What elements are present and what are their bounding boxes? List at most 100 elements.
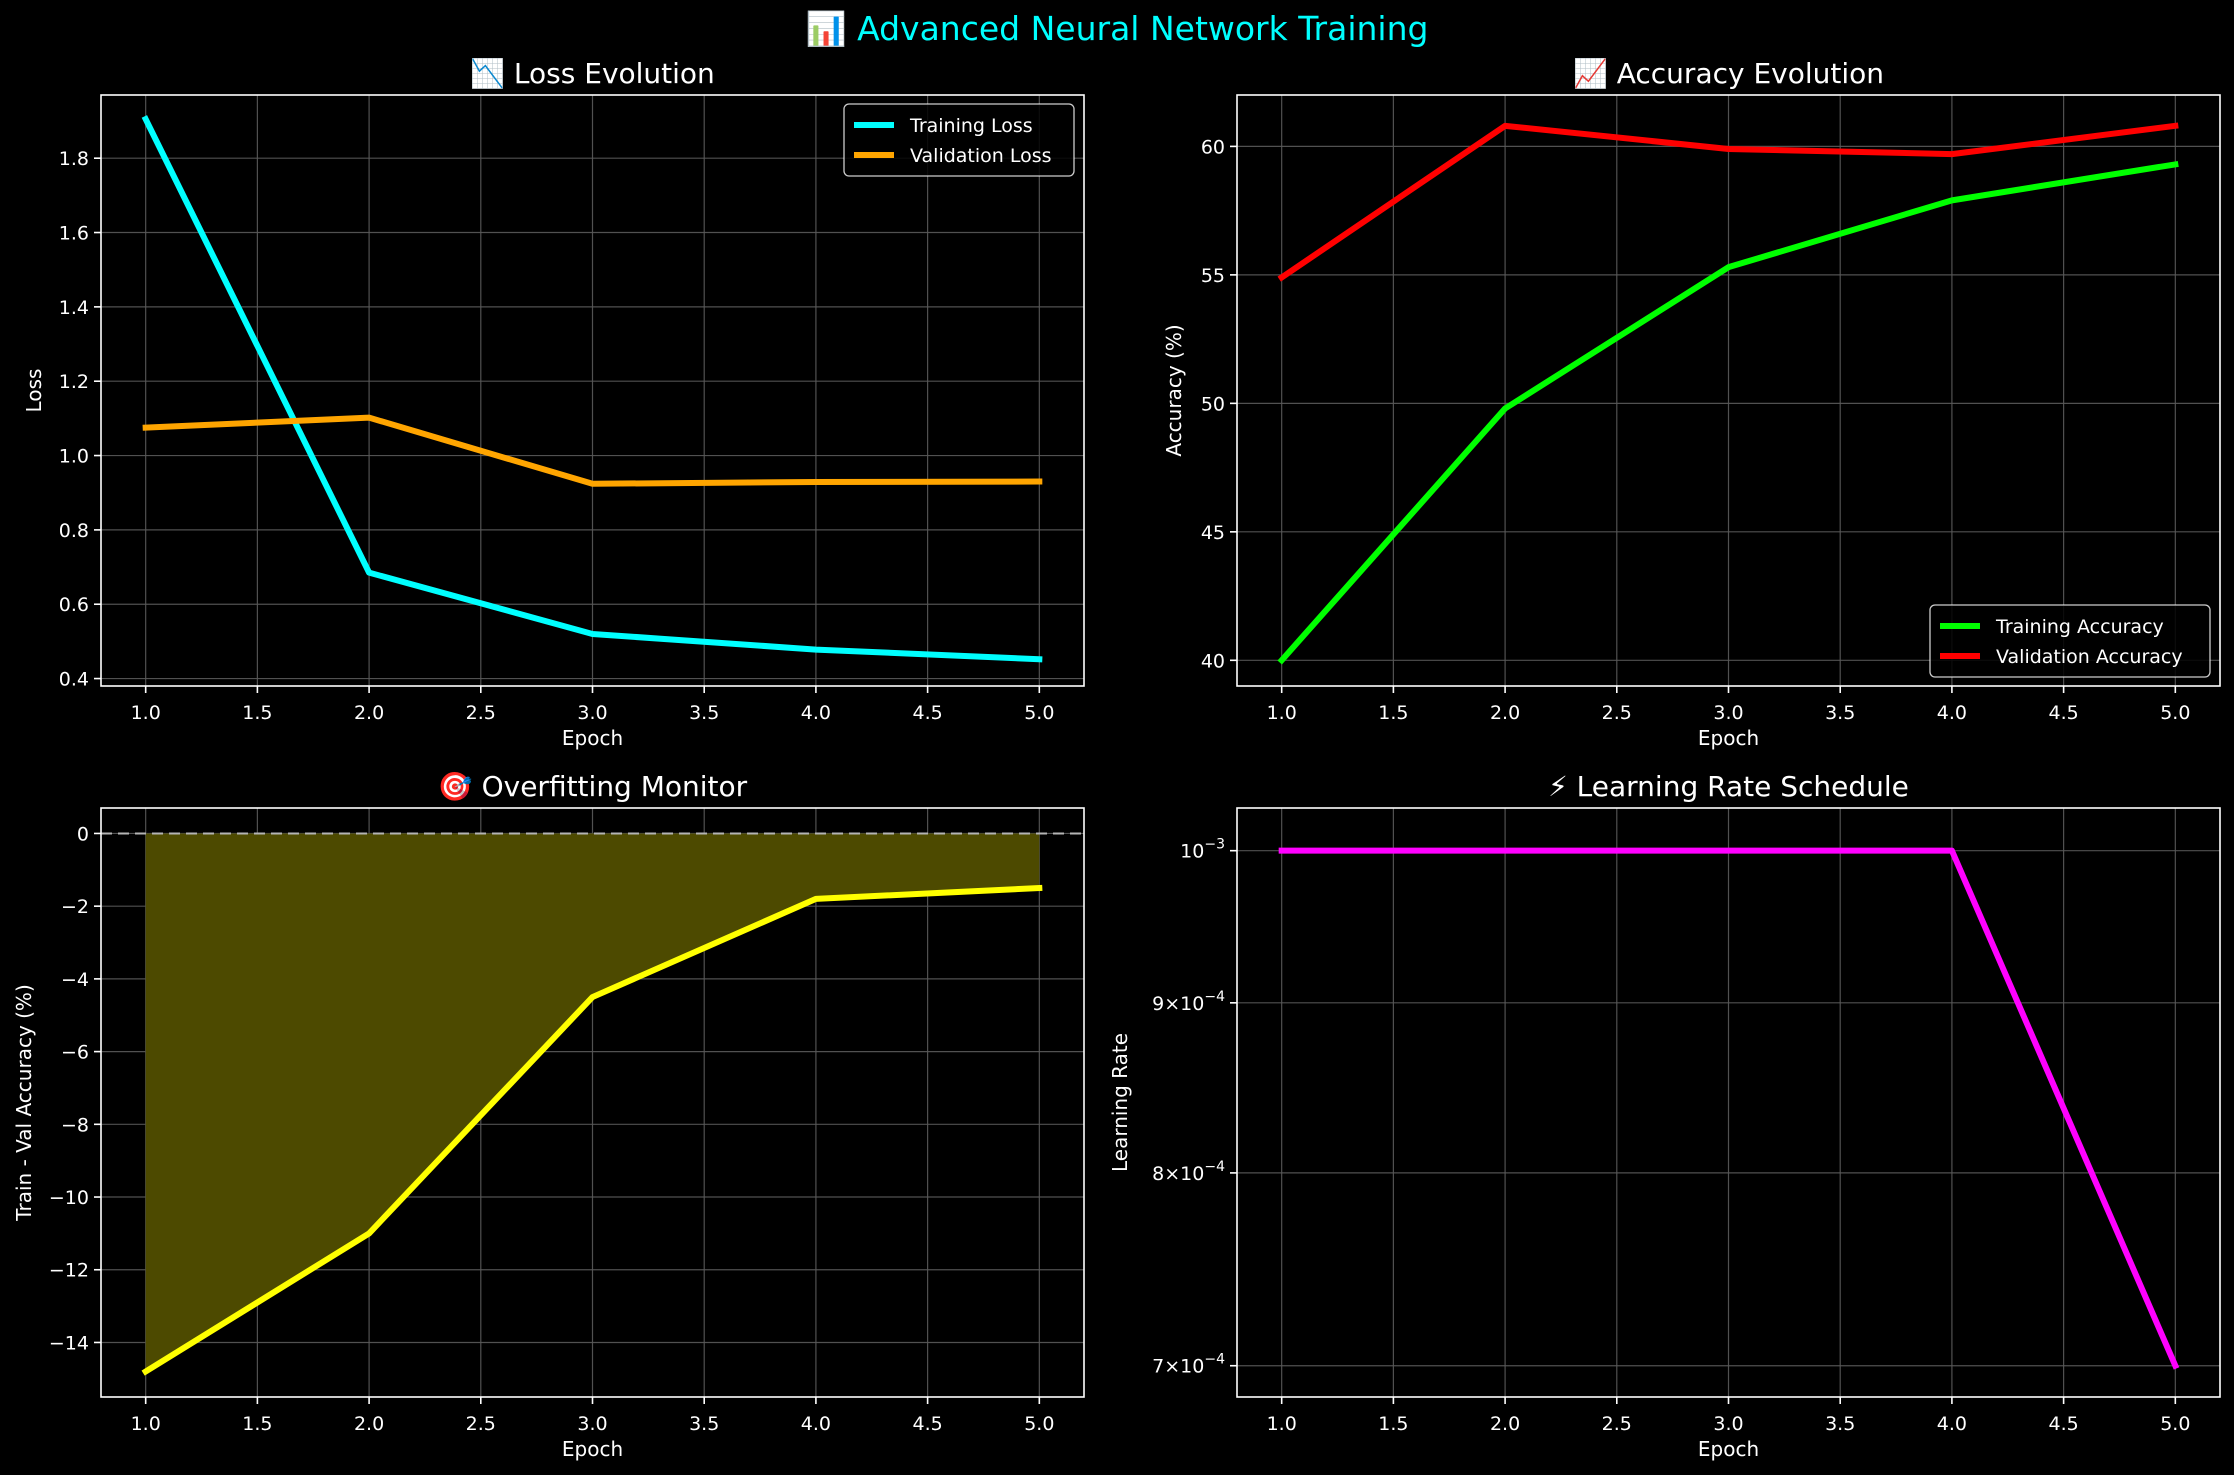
subplot-lr: 1.0 1.5 2.0 2.5 3.0 3.5 4.0 4.5 5.0 10−3 9×10−4 8×1…: [1108, 770, 2221, 1461]
x-axis-label: Epoch: [1698, 726, 1759, 750]
x-tick-label: 1.5: [1378, 702, 1408, 724]
x-tick-label: 5.0: [2160, 702, 2190, 724]
y-tick-label: 9×10−4: [1152, 989, 1225, 1015]
y-tick-label: −2: [61, 896, 89, 918]
subplot-title: 📈 Accuracy Evolution: [1573, 57, 1884, 90]
y-tick-label: −6: [61, 1042, 89, 1064]
x-tick-label: 4.0: [801, 702, 831, 724]
y-tick-label: 45: [1201, 522, 1225, 544]
y-axis: 40 45 50 55 60: [1201, 136, 1237, 672]
x-tick-label: 4.5: [913, 702, 943, 724]
x-tick-label: 4.0: [1937, 1413, 1967, 1435]
y-axis-label: Train - Val Accuracy (%): [12, 984, 36, 1222]
y-tick-label: 1.8: [59, 148, 89, 170]
subplot-title: ⚡ Learning Rate Schedule: [1548, 770, 1909, 803]
legend-box: [843, 103, 1075, 177]
legend: Training Accuracy Validation Accuracy: [1929, 604, 2211, 678]
series-line-0: [1277, 160, 2179, 665]
subplot-accuracy: 1.0 1.5 2.0 2.5 3.0 3.5 4.0 4.5 5.0 40 45 50 55 60 📈 A…: [1162, 57, 2221, 750]
x-axis-label: Epoch: [562, 726, 623, 750]
series-line-1: [1277, 122, 2179, 282]
x-tick-label: 4.5: [913, 1413, 943, 1435]
legend-label-1: Validation Accuracy: [1996, 646, 2183, 668]
x-tick-label: 3.0: [577, 702, 607, 724]
subplot-title: 🎯 Overfitting Monitor: [438, 770, 748, 803]
legend-label-0: Training Loss: [909, 115, 1033, 137]
y-tick-label: 1.4: [59, 297, 89, 319]
x-tick-label: 3.0: [1713, 702, 1743, 724]
x-tick-label: 3.0: [577, 1413, 607, 1435]
x-tick-label: 5.0: [1024, 702, 1054, 724]
x-axis: 1.0 1.5 2.0 2.5 3.0 3.5 4.0 4.5 5.0: [131, 1397, 1054, 1435]
y-tick-label: −10: [49, 1187, 89, 1209]
x-axis: 1.0 1.5 2.0 2.5 3.0 3.5 4.0 4.5 5.0: [131, 686, 1054, 724]
x-tick-label: 1.5: [242, 702, 272, 724]
subplot-loss: 1.0 1.5 2.0 2.5 3.0 3.5 4.0 4.5 5.00.40.60.81.01…: [22, 57, 1085, 750]
x-tick-label: 2.0: [1490, 702, 1520, 724]
y-tick-label: −12: [49, 1260, 89, 1282]
y-tick-label: 40: [1201, 650, 1225, 672]
y-axis: −14 −12 −10 −8 −6 −4 −2 0: [49, 823, 101, 1354]
y-tick-label: 60: [1201, 136, 1225, 158]
figure-suptitle: 📊 Advanced Neural Network Training: [806, 9, 1429, 48]
x-tick-label: 2.5: [466, 702, 496, 724]
y-tick-label: 1.2: [59, 371, 89, 393]
y-tick-label: 55: [1201, 265, 1225, 287]
y-tick-label: 1.6: [59, 223, 89, 245]
x-tick-label: 2.5: [466, 1413, 496, 1435]
x-tick-label: 2.0: [354, 1413, 384, 1435]
y-tick-label: 10−3: [1180, 837, 1225, 863]
series-line-1: [142, 414, 1043, 487]
x-tick-label: 4.0: [801, 1413, 831, 1435]
y-tick-label: −8: [61, 1114, 89, 1136]
x-axis: 1.0 1.5 2.0 2.5 3.0 3.5 4.0 4.5 5.0: [1267, 1397, 2190, 1435]
x-axis: 1.0 1.5 2.0 2.5 3.0 3.5 4.0 4.5 5.0: [1267, 686, 2190, 724]
x-tick-label: 1.5: [1378, 1413, 1408, 1435]
legend: Training Loss Validation Loss: [843, 103, 1075, 177]
x-tick-label: 3.0: [1713, 1413, 1743, 1435]
y-axis-label: Loss: [22, 369, 46, 413]
x-tick-label: 4.5: [2049, 702, 2079, 724]
chart-grid: 1.0 1.5 2.0 2.5 3.0 3.5 4.0 4.5 5.00.40.60.81.01…: [12, 57, 2221, 1461]
y-axis: 0.4 0.6 0.8 1.0 1.2 1.4 1.6 1.8: [59, 148, 101, 691]
legend-box: [1929, 604, 2211, 678]
legend-label-0: Training Accuracy: [1995, 616, 2164, 638]
y-axis: 10−3 9×10−4 8×10−4 7×10−4: [1152, 837, 1237, 1378]
x-axis-label: Epoch: [1698, 1437, 1759, 1461]
y-axis-label: Accuracy (%): [1162, 324, 1186, 456]
y-axis-label: Learning Rate: [1108, 1033, 1132, 1172]
x-tick-label: 5.0: [1024, 1413, 1054, 1435]
subplot-overfitting: 1.0 1.5 2.0 2.5 3.0 3.5 4.0 4.5 5.0 −14 −12 −10 −8 −6…: [12, 770, 1085, 1461]
subplot-title: 📉 Loss Evolution: [470, 57, 715, 90]
x-tick-label: 2.5: [1602, 1413, 1632, 1435]
x-tick-label: 3.5: [1825, 1413, 1855, 1435]
grid-lines: [1237, 95, 2220, 686]
y-tick-label: 1.0: [59, 446, 89, 468]
x-tick-label: 1.0: [131, 702, 161, 724]
series-line-0: [1278, 847, 2180, 1370]
x-tick-label: 1.5: [242, 1413, 272, 1435]
y-tick-label: −14: [49, 1332, 89, 1354]
x-tick-label: 4.0: [1937, 702, 1967, 724]
y-tick-label: 7×10−4: [1152, 1352, 1225, 1378]
gap-area-fill: [145, 833, 1040, 1372]
series-line-0: [141, 884, 1043, 1376]
y-tick-label: 0.4: [59, 669, 89, 691]
x-tick-label: 2.0: [354, 702, 384, 724]
x-tick-label: 4.5: [2049, 1413, 2079, 1435]
x-tick-label: 5.0: [2160, 1413, 2190, 1435]
x-tick-label: 3.5: [689, 1413, 719, 1435]
grid-lines: [101, 95, 1084, 686]
y-tick-label: 0: [77, 823, 89, 845]
y-tick-label: 0.8: [59, 520, 89, 542]
legend-label-1: Validation Loss: [910, 145, 1052, 167]
y-tick-label: 0.6: [59, 594, 89, 616]
y-tick-label: 50: [1201, 393, 1225, 415]
x-tick-label: 1.0: [131, 1413, 161, 1435]
y-tick-label: −4: [61, 969, 89, 991]
y-tick-label: 8×10−4: [1152, 1159, 1225, 1185]
x-tick-label: 2.0: [1490, 1413, 1520, 1435]
x-tick-label: 1.0: [1267, 1413, 1297, 1435]
x-tick-label: 3.5: [689, 702, 719, 724]
